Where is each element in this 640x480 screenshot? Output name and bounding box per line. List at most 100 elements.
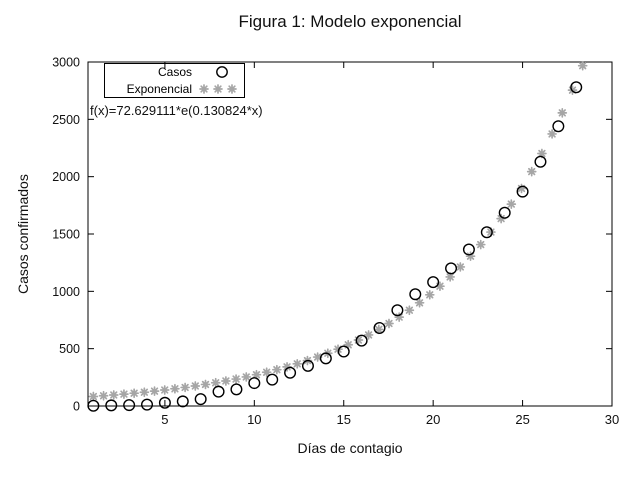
exponencial-point [170, 383, 180, 394]
exponencial-point [363, 330, 374, 340]
exponencial-point [424, 289, 435, 300]
casos-point [284, 366, 297, 379]
exponencial-point [547, 129, 557, 139]
legend-item-exponencial: Exponencial [105, 81, 244, 97]
exponencial-point [475, 239, 486, 250]
exponencial-point [373, 324, 384, 335]
casos-point [373, 322, 386, 335]
fit-formula-annotation: f(x)=72.629111*e(0.130824*x) [90, 103, 263, 118]
exponencial-point [199, 83, 209, 94]
exponencial-point [108, 390, 119, 400]
casos-point [355, 334, 368, 347]
casos-point [427, 276, 440, 289]
exponencial-point [414, 297, 425, 308]
exponencial-point [149, 386, 160, 397]
y-tick-label: 2000 [52, 170, 80, 184]
casos-point [337, 345, 350, 358]
exponencial-point [394, 312, 405, 322]
casos-point [498, 206, 511, 219]
exponencial-point [577, 60, 588, 71]
casos-point [445, 262, 458, 275]
exponencial-point [231, 374, 241, 384]
exponencial-point [129, 388, 139, 399]
casos-point [301, 359, 314, 372]
exponencial-point [516, 183, 527, 194]
casos-point [230, 383, 243, 396]
x-tick-label: 5 [161, 412, 168, 427]
exponencial-point [159, 385, 170, 395]
legend-label-exponencial: Exponencial [126, 81, 192, 96]
y-tick-label: 500 [59, 342, 80, 356]
open-circle-marker-icon [192, 64, 244, 80]
x-tick-label: 25 [515, 412, 529, 427]
y-tick-label: 1500 [52, 228, 80, 242]
exponencial-point [292, 358, 303, 369]
x-axis-label: Días de contagio [297, 440, 403, 456]
casos-point [552, 120, 565, 133]
x-tick-label: 15 [337, 412, 351, 427]
x-tick-label: 10 [247, 412, 261, 427]
exponencial-point [261, 367, 272, 378]
casos-point [570, 81, 583, 94]
exponencial-point [312, 352, 323, 362]
exponencial-point [98, 390, 109, 401]
legend-box: Casos Exponencial [104, 63, 245, 98]
y-tick-label: 3000 [52, 56, 80, 70]
casos-point [212, 385, 225, 398]
exponencial-point [200, 379, 211, 390]
x-tick-label: 20 [426, 412, 440, 427]
y-tick-label: 0 [73, 400, 80, 414]
legend-item-casos: Casos [105, 64, 244, 80]
exponencial-point [241, 372, 252, 382]
casos-point [516, 185, 529, 198]
exponencial-point [139, 387, 150, 398]
casos-point [480, 226, 493, 239]
exponencial-point [213, 83, 223, 94]
exponencial-point [353, 335, 364, 345]
casos-point [105, 399, 118, 412]
casos-point [248, 377, 261, 390]
asterisk-markers-icon [192, 81, 244, 97]
legend-label-casos: Casos [157, 65, 192, 80]
exponencial-point [445, 272, 455, 282]
casos-point [266, 373, 279, 386]
casos-point [534, 155, 547, 168]
exponencial-point [227, 83, 237, 94]
casos-point [123, 399, 136, 412]
chart-title: Figura 1: Modelo exponencial [238, 12, 462, 31]
casos-point [158, 396, 171, 409]
x-tick-label: 30 [605, 412, 619, 427]
exponencial-point [333, 344, 343, 355]
exponencial-point [435, 281, 445, 292]
exponencial-point [251, 369, 262, 380]
casos-point [409, 288, 422, 301]
exponencial-point [221, 376, 231, 386]
casos-point [319, 352, 332, 365]
y-axis-label: Casos confirmados [15, 174, 31, 294]
casos-point [87, 399, 100, 412]
exponencial-point [557, 108, 568, 118]
exponencial-point [506, 199, 517, 209]
exponencial-point [343, 339, 354, 350]
exponencial-point [272, 364, 282, 375]
casos-point [141, 398, 154, 411]
exponencial-point [455, 262, 466, 272]
exponencial-point [384, 318, 394, 329]
exponencial-point [282, 362, 292, 372]
y-tick-label: 1000 [52, 285, 80, 299]
exponencial-point [190, 381, 201, 391]
exponencial-point [180, 382, 190, 393]
exponencial-point [119, 389, 129, 399]
casos-point [462, 243, 475, 256]
exponencial-point [486, 227, 496, 237]
casos-point [176, 395, 189, 408]
casos-point [391, 304, 404, 317]
y-tick-label: 2500 [52, 113, 80, 127]
exponencial-point [496, 213, 506, 224]
exponencial-point [88, 391, 99, 402]
exponencial-point [210, 377, 221, 388]
casos-point [194, 393, 207, 406]
exponencial-point [465, 251, 476, 262]
